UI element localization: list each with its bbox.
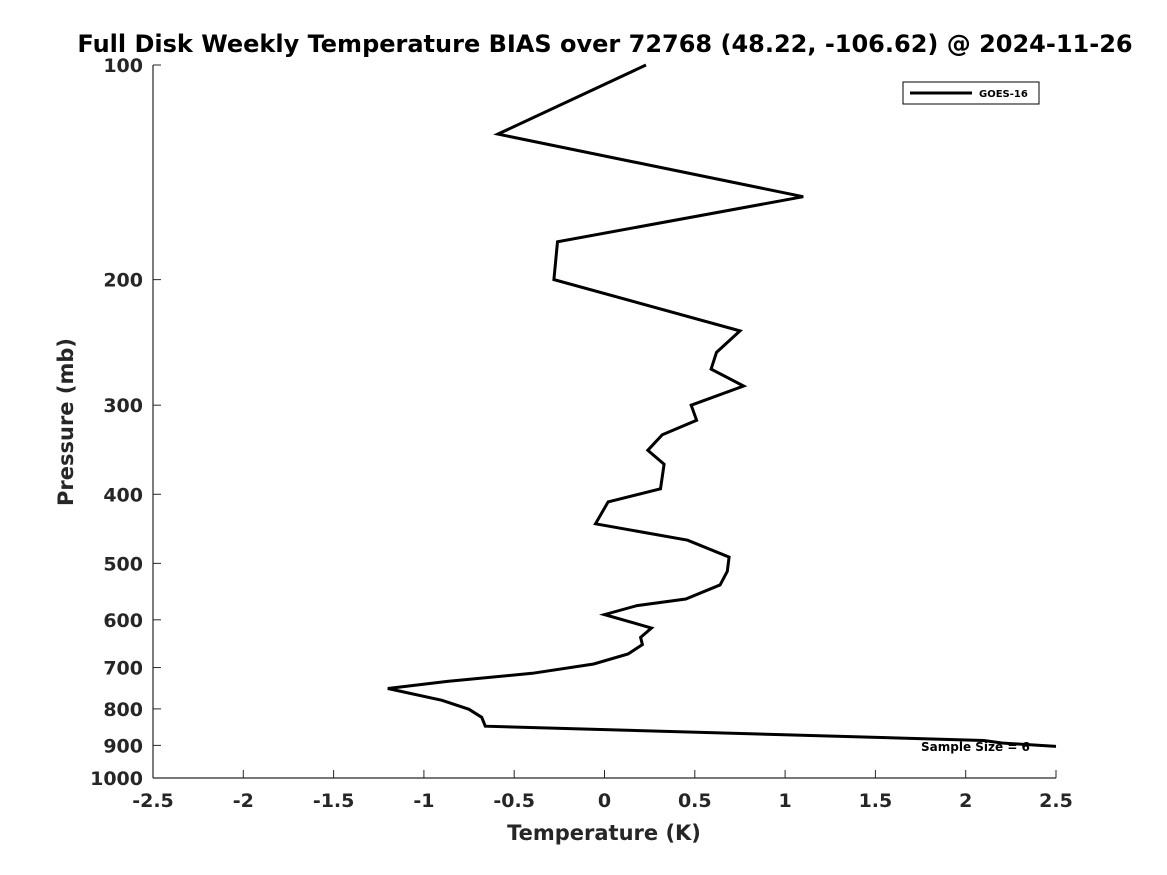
y-tick-label: 600: [103, 610, 143, 632]
tick-group: -2.5 -2 -1.5 -1 -0.5 0 0.5 1 1.5 2 2.5 100 200 300 400…: [90, 55, 1073, 812]
x-tick-label: 2: [959, 790, 972, 812]
series-line-goes-16: [387, 63, 1057, 748]
x-tick-label: 2.5: [1039, 790, 1073, 812]
y-tick-label: 500: [103, 553, 143, 575]
y-tick-label: 700: [103, 658, 143, 680]
x-tick-label: -2.5: [132, 790, 174, 812]
plot-area: [152, 65, 1056, 779]
legend: GOES-16: [902, 81, 1040, 105]
x-tick-label: -1.5: [313, 790, 355, 812]
x-tick-label: 1.5: [859, 790, 893, 812]
x-tick-label: 0: [598, 790, 611, 812]
y-tick-label: 100: [103, 55, 143, 77]
series-group: [387, 63, 1057, 748]
x-tick-label: 1: [778, 790, 791, 812]
x-tick-label: -2: [233, 790, 254, 812]
y-tick-label: 800: [103, 699, 143, 721]
x-tick-label: -0.5: [493, 790, 535, 812]
y-tick-label: 900: [103, 735, 143, 757]
x-axis-label: Temperature (K): [507, 821, 701, 845]
legend-label: GOES-16: [979, 89, 1028, 100]
y-tick-label: 400: [103, 484, 143, 506]
y-tick-label: 300: [103, 395, 143, 417]
y-axis-label: Pressure (mb): [54, 338, 78, 506]
x-tick-label: -1: [413, 790, 434, 812]
sample-size-annotation: Sample Size = 6: [921, 740, 1030, 754]
chart-title: Full Disk Weekly Temperature BIAS over 7…: [77, 30, 1132, 58]
x-tick-label: 0.5: [678, 790, 712, 812]
y-tick-label: 200: [103, 270, 143, 292]
y-tick-label: 1000: [90, 768, 143, 790]
